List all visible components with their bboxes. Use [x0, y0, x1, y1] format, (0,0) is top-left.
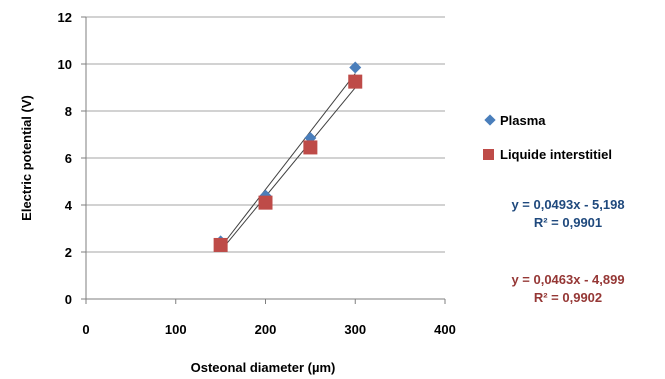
- legend: Plasma Liquide interstitiel: [483, 110, 612, 178]
- y-tick-label: 12: [58, 10, 72, 25]
- point-liquide: [213, 237, 228, 252]
- x-tick-label: 400: [434, 322, 456, 337]
- diamond-marker-icon: [484, 114, 496, 126]
- point-plasma: [349, 61, 362, 74]
- legend-label-liquide: Liquide interstitiel: [500, 146, 612, 162]
- point-liquide: [348, 74, 363, 89]
- equation-plasma: y = 0,0493x - 5,198 R² = 0,9901: [478, 196, 658, 232]
- y-tick-label: 4: [65, 198, 73, 213]
- point-liquide: [303, 140, 318, 155]
- y-tick-label: 6: [65, 151, 72, 166]
- trendline-0: [220, 73, 356, 248]
- square-marker-icon: [483, 148, 494, 160]
- equation-plasma-r2: R² = 0,9901: [533, 215, 603, 230]
- legend-item-plasma: Plasma: [483, 110, 612, 130]
- x-tick-label: 0: [82, 322, 89, 337]
- data-points: [213, 61, 363, 252]
- grid-lines: [86, 16, 445, 253]
- x-tick-label: 100: [165, 322, 187, 337]
- x-axis-title: Osteonal diameter (µm): [191, 360, 336, 375]
- x-tick-label: 200: [255, 322, 277, 337]
- equation-liquide-line: y = 0,0463x - 4,899: [511, 272, 625, 287]
- trendline-1: [220, 87, 356, 252]
- trendlines: [220, 73, 356, 252]
- y-tick-label: 0: [65, 292, 72, 307]
- axes: [81, 16, 446, 304]
- y-tick-label: 2: [65, 245, 72, 260]
- y-axis-title: Electric potential (V): [19, 95, 34, 221]
- equation-plasma-line: y = 0,0493x - 5,198: [511, 197, 625, 212]
- point-liquide: [258, 195, 273, 210]
- legend-label-plasma: Plasma: [500, 112, 546, 128]
- x-tick-label: 300: [344, 322, 366, 337]
- y-tick-label: 8: [65, 104, 72, 119]
- y-tick-label: 10: [58, 57, 72, 72]
- tick-labels: 0 2 4 6 8 10 12 0 100 200 300 400: [58, 10, 456, 337]
- equation-liquide: y = 0,0463x - 4,899 R² = 0,9902: [478, 271, 658, 307]
- legend-item-liquide: Liquide interstitiel: [483, 144, 612, 164]
- equation-liquide-r2: R² = 0,9902: [533, 290, 603, 305]
